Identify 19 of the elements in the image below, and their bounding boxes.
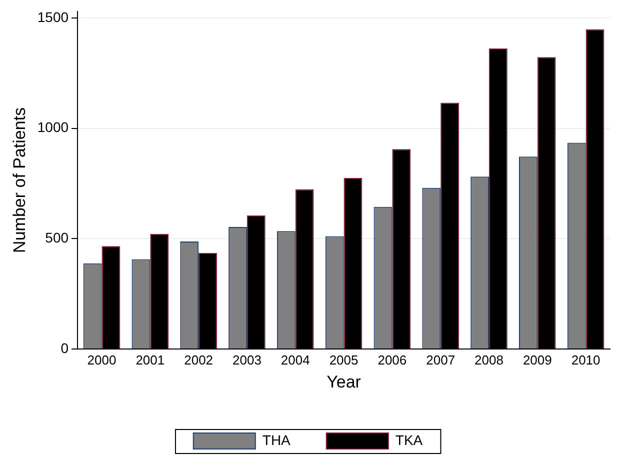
x-tick-label: 2002 [184, 352, 214, 368]
y-tick-label: 1000 [37, 119, 69, 136]
x-tick-label: 2008 [474, 352, 504, 368]
y-tick-label: 1500 [37, 8, 69, 25]
x-tick-label: 2004 [280, 352, 310, 368]
legend-label: THA [262, 432, 292, 448]
x-tick-label: 2003 [232, 352, 262, 368]
y-tick-label: 500 [45, 230, 69, 246]
x-axis-title: Year [326, 372, 362, 392]
x-tick-label: 2005 [329, 352, 358, 368]
x-tick-label: 2009 [522, 352, 552, 368]
x-tick-label: 2006 [378, 352, 407, 368]
x-tick-label: 2001 [136, 352, 165, 368]
y-axis-title: Number of Patients [10, 107, 29, 253]
x-tick-label: 2000 [87, 352, 116, 368]
y-tick-label: 0 [60, 340, 69, 356]
x-tick-label: 2010 [571, 352, 600, 368]
legend-label: TKA [395, 432, 424, 448]
x-tick-label: 2007 [426, 352, 456, 368]
